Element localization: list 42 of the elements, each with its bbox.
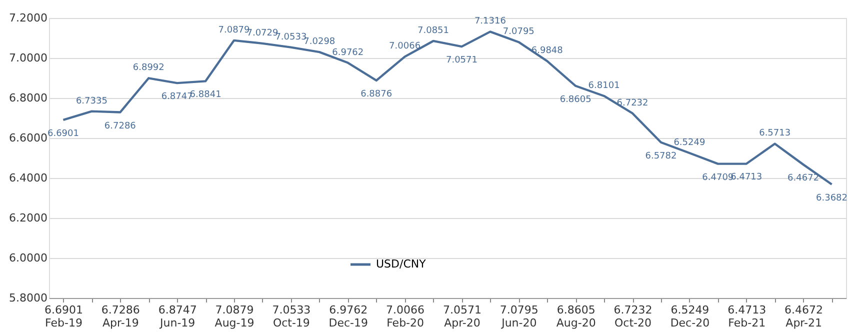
x-tick-label: 6.7286 Apr-19 [101, 304, 140, 330]
data-label: 6.8605 [560, 94, 592, 105]
data-label: 6.8992 [132, 63, 164, 74]
x-tick-label: 6.6901 Feb-19 [44, 304, 83, 330]
data-label: 6.8876 [360, 89, 392, 100]
data-label: 6.7232 [616, 98, 648, 108]
x-tick-label: 7.0533 Oct-19 [272, 304, 311, 330]
data-label: 6.8101 [588, 80, 620, 91]
y-tick-label: 6.6000 [9, 132, 48, 144]
x-tick-label: 6.9762 Dec-19 [328, 304, 368, 330]
data-label: 7.0066 [389, 42, 421, 52]
x-tick-label: 6.8747 Jun-19 [158, 304, 197, 330]
data-label: 6.7335 [76, 96, 108, 106]
data-label: 6.9762 [332, 48, 364, 58]
y-tick-label: 6.4000 [9, 172, 48, 184]
x-tick-label: 6.4713 Feb-21 [728, 304, 766, 330]
x-tick-label: 6.7232 Oct-20 [614, 304, 652, 330]
data-label: 6.6901 [47, 128, 79, 139]
y-tick-label: 6.0000 [9, 252, 48, 264]
x-tick-label: 6.5249 Dec-20 [670, 304, 710, 330]
x-tick-label: 7.0066 Feb-20 [386, 304, 425, 330]
data-label: 6.3682 [816, 193, 848, 204]
legend-label: USD/CNY [376, 258, 426, 270]
x-tick-label: 6.4672 Apr-21 [784, 304, 824, 330]
y-tick-label: 6.8000 [9, 92, 48, 104]
y-tick-label: 6.2000 [9, 212, 48, 224]
data-label: 7.0795 [502, 27, 534, 38]
y-tick-label: 7.2000 [9, 12, 48, 24]
data-label: 7.0571 [446, 56, 478, 66]
data-label: 6.4672 [788, 174, 820, 184]
data-label: 7.0851 [418, 26, 450, 36]
data-label: 6.5782 [645, 151, 677, 162]
data-label: 6.5249 [674, 138, 706, 148]
x-tick-label: 7.0879 Aug-19 [214, 304, 254, 330]
y-tick-label: 7.0000 [9, 52, 48, 64]
x-tick-label: 6.8605 Aug-20 [556, 304, 596, 330]
x-tick-label: 7.0571 Apr-20 [442, 304, 482, 330]
x-tick-label: 7.0795 Jun-20 [500, 304, 538, 330]
data-label: 6.7286 [104, 121, 136, 132]
y-tick-label: 5.8000 [9, 292, 48, 304]
data-label: 7.1316 [474, 16, 506, 27]
data-label: 6.5713 [759, 128, 791, 139]
